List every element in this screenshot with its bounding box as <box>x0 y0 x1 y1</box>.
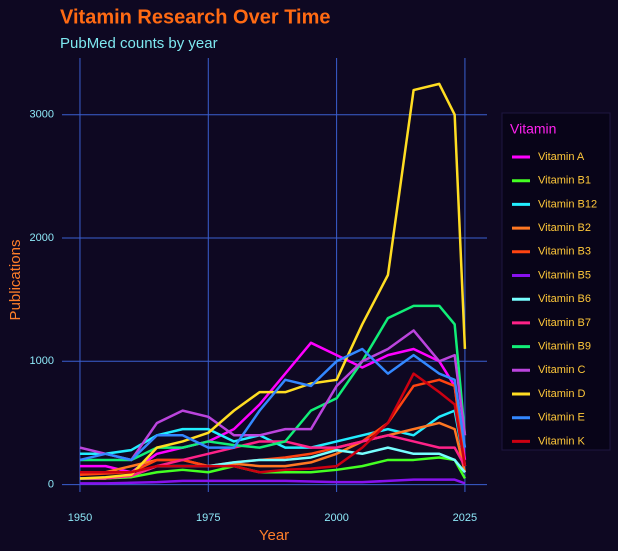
x-tick-label: 2025 <box>453 512 477 524</box>
legend-label: Vitamin B3 <box>538 246 591 258</box>
series-line <box>79 304 467 462</box>
legend-label: Vitamin B2 <box>538 222 591 234</box>
chart-subtitle: PubMed counts by year <box>60 35 218 52</box>
series-line <box>79 409 467 467</box>
series-line <box>79 421 467 474</box>
chart-title: Vitamin Research Over Time <box>60 6 331 28</box>
y-tick-label: 2000 <box>30 232 54 244</box>
series-line <box>79 341 467 474</box>
legend-label: Vitamin E <box>538 412 585 424</box>
x-axis-title: Year <box>259 527 289 544</box>
legend-label: Vitamin B1 <box>538 175 591 187</box>
x-tick-label: 1950 <box>68 512 92 524</box>
legend-label: Vitamin C <box>538 364 586 376</box>
y-tick-label: 1000 <box>30 355 54 367</box>
legend-label: Vitamin B6 <box>538 293 591 305</box>
x-tick-label: 2000 <box>324 512 348 524</box>
legend-label: Vitamin D <box>538 388 586 400</box>
series-line <box>79 378 467 476</box>
y-tick-label: 0 <box>48 479 54 491</box>
series-line <box>79 82 467 480</box>
series-line <box>79 478 466 485</box>
legend-label: Vitamin B7 <box>538 317 591 329</box>
y-axis-title: Publications <box>7 240 24 321</box>
legend-label: Vitamin B12 <box>538 198 597 210</box>
x-tick-label: 1975 <box>196 512 220 524</box>
series-line <box>79 456 467 480</box>
series-line <box>79 329 467 462</box>
legend-label: Vitamin A <box>538 151 585 163</box>
series-line <box>79 347 467 462</box>
y-tick-label: 3000 <box>30 109 54 121</box>
legend-label: Vitamin K <box>538 435 586 447</box>
legend-label: Vitamin B9 <box>538 341 591 353</box>
legend-label: Vitamin B5 <box>538 269 591 281</box>
legend-title: Vitamin <box>510 121 556 137</box>
series-line <box>79 372 467 474</box>
